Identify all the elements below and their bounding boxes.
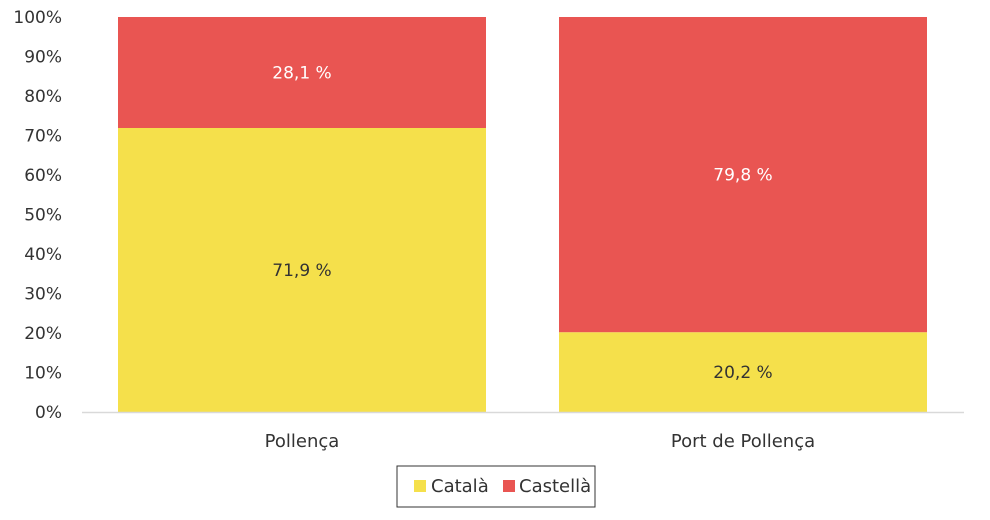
bar-segment-castella — [559, 17, 927, 333]
y-axis: 0% 10% 20% 30% 40% 50% 60% 70% 80% 90% 100% — [13, 8, 62, 423]
y-tick-label: 70% — [24, 127, 62, 147]
legend-label: Català — [431, 476, 489, 497]
legend-box — [396, 465, 596, 508]
bars — [118, 17, 927, 413]
x-category-label: Pollença — [265, 431, 340, 452]
legend-swatch — [414, 480, 426, 492]
bar-segment-catala — [118, 127, 486, 413]
y-tick-label: 40% — [24, 245, 62, 265]
data-label: 28,1 % — [272, 63, 331, 83]
x-axis: Pollença Port de Pollença — [82, 411, 964, 452]
y-tick-label: 90% — [24, 48, 62, 68]
y-tick-label: 10% — [24, 364, 62, 384]
legend-label: Castellà — [519, 476, 591, 497]
y-tick-label: 100% — [13, 8, 62, 28]
data-labels: 71,9 % 28,1 % 20,2 % 79,8 % — [272, 63, 772, 383]
data-label: 79,8 % — [713, 166, 772, 186]
y-tick-label: 30% — [24, 285, 62, 305]
y-tick-label: 0% — [35, 403, 62, 423]
data-label: 20,2 % — [713, 363, 772, 383]
x-category-label: Port de Pollença — [671, 431, 815, 452]
y-tick-label: 80% — [24, 87, 62, 107]
legend-swatch — [503, 480, 515, 492]
y-tick-label: 20% — [24, 324, 62, 344]
y-tick-label: 60% — [24, 166, 62, 186]
bar-segment-castella — [118, 17, 486, 128]
bar-segment-catala — [559, 332, 927, 412]
legend: Català Castellà — [396, 465, 596, 508]
y-tick-label: 50% — [24, 206, 62, 226]
data-label: 71,9 % — [272, 261, 331, 281]
